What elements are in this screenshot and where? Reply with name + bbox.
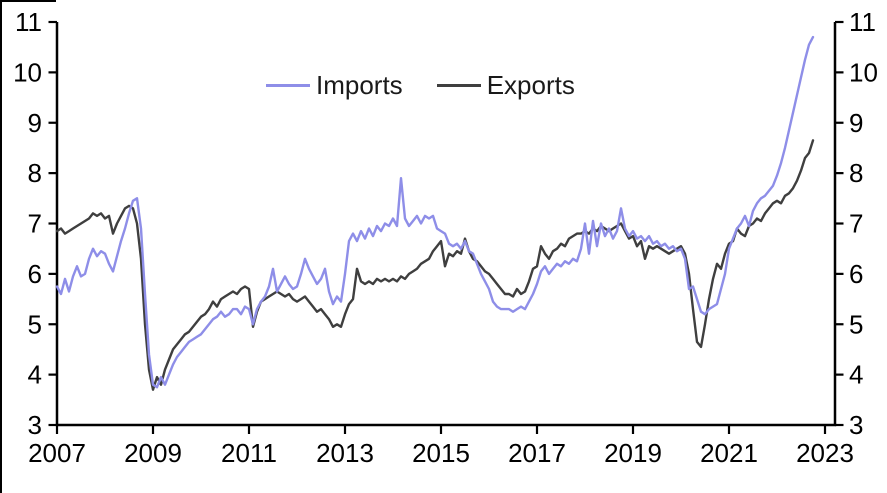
- screenshot-left-border: [0, 0, 2, 493]
- x-tick-label: 2019: [604, 438, 662, 468]
- legend-item-exports: Exports: [436, 70, 575, 100]
- y-tick-label-right: 4: [849, 360, 863, 390]
- y-tick-label-right: 7: [849, 209, 863, 239]
- screenshot-top-border: [0, 0, 56, 2]
- y-tick-label-left: 3: [28, 410, 42, 440]
- imports-line-swatch: [266, 83, 310, 87]
- y-tick-label-right: 11: [849, 7, 876, 37]
- y-tick-label-right: 6: [849, 259, 863, 289]
- axis-labels: 3 3 4 4 5 5 6 6 7 7 8 8 9 9 10 10 11 11 2007 2009 2011 2013 20…: [13, 7, 878, 468]
- y-tick-label-left: 4: [28, 360, 42, 390]
- x-tick-label: 2013: [316, 438, 374, 468]
- legend-label-exports: Exports: [486, 70, 575, 100]
- exports-line: [55, 139, 815, 391]
- y-tick-label-left: 7: [28, 209, 42, 239]
- legend-label-imports: Imports: [316, 70, 403, 100]
- x-tick-label: 2021: [700, 438, 758, 468]
- y-tick-label-left: 9: [28, 108, 42, 138]
- y-tick-label-left: 10: [13, 57, 42, 87]
- x-tick-label: 2015: [412, 438, 470, 468]
- series-lines: [55, 35, 815, 391]
- x-tick-label: 2011: [221, 438, 277, 468]
- y-tick-label-right: 9: [849, 108, 863, 138]
- y-tick-label-left: 8: [28, 158, 42, 188]
- y-tick-label-left: 5: [28, 309, 42, 339]
- x-tick-label: 2009: [124, 438, 182, 468]
- legend-item-imports: Imports: [266, 72, 403, 98]
- y-tick-label-right: 5: [849, 309, 863, 339]
- imports-line: [55, 35, 815, 389]
- axes: [48, 20, 844, 434]
- y-tick-label-right: 3: [849, 410, 863, 440]
- x-tick-label: 2023: [796, 438, 854, 468]
- x-tick-label: 2017: [508, 438, 566, 468]
- x-tick-label: 2007: [28, 438, 86, 468]
- y-tick-label-right: 10: [849, 57, 878, 87]
- y-tick-label-left: 6: [28, 259, 42, 289]
- exports-line-swatch: [436, 83, 481, 87]
- y-tick-label-left: 11: [15, 7, 42, 37]
- y-tick-label-right: 8: [849, 158, 863, 188]
- legend: Imports Exports: [266, 72, 575, 98]
